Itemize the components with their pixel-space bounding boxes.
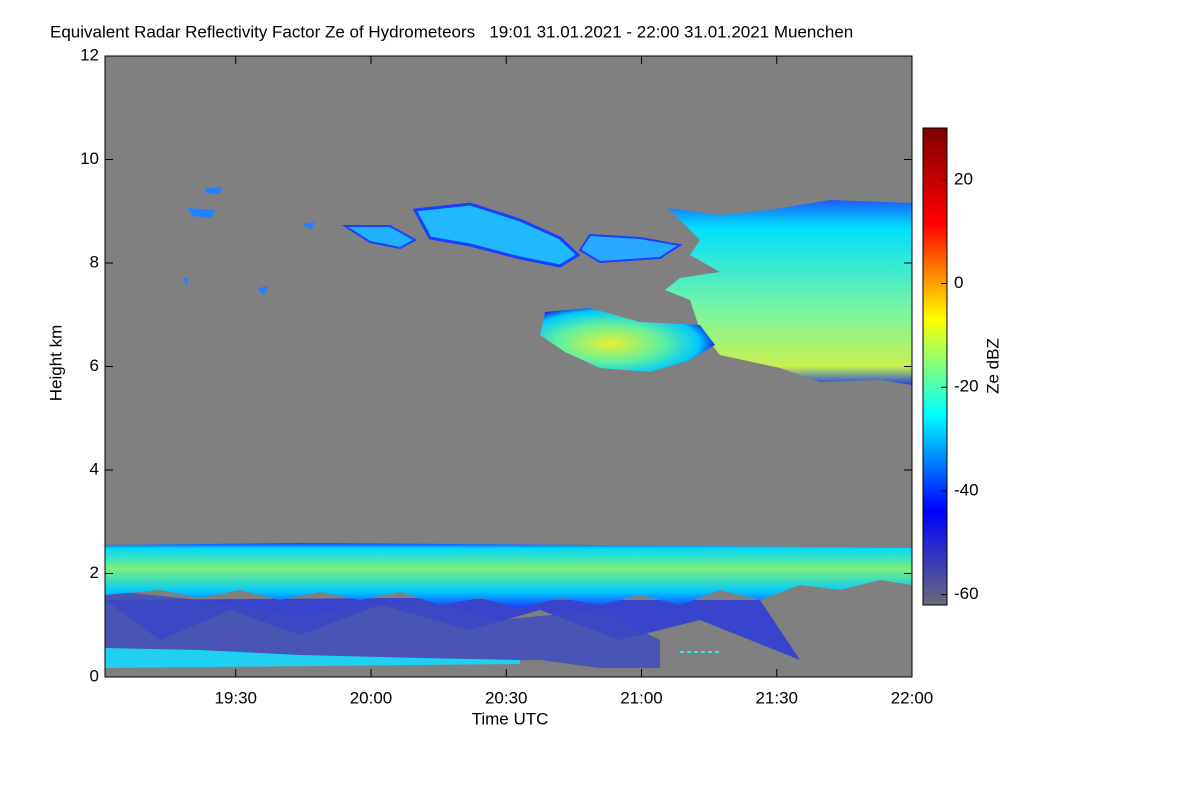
x-axis-label: Time UTC: [472, 709, 549, 728]
echo-region: [540, 308, 715, 372]
colorbar-tick-label: -20: [954, 377, 979, 396]
y-tick-label: 4: [90, 459, 99, 478]
y-axis-label: Height km: [46, 325, 65, 402]
y-tick-label: 0: [90, 666, 99, 685]
colorbar-label: Ze dBZ: [983, 338, 1002, 394]
colorbar-tick-label: -40: [954, 480, 979, 499]
colorbar: [922, 127, 948, 606]
x-tick-label: 22:00: [891, 688, 934, 707]
colorbar-tick-label: 0: [954, 273, 963, 292]
echo-region: [341, 225, 418, 250]
echo-regions: [105, 187, 912, 668]
x-tick-label: 21:30: [755, 688, 798, 707]
echo-region: [105, 648, 520, 668]
echo-region: [665, 200, 912, 385]
echo-region: [412, 202, 581, 268]
echo-region: [105, 590, 660, 668]
y-tick-label: 8: [90, 252, 99, 271]
chart-title: Equivalent Radar Reflectivity Factor Ze …: [50, 22, 853, 41]
echo-region: [578, 233, 683, 264]
y-tick-label: 6: [90, 356, 99, 375]
echo-region: [105, 543, 912, 608]
y-tick-label: 10: [80, 149, 99, 168]
y-tick-label: 12: [80, 45, 99, 64]
x-tick-label: 19:30: [214, 688, 257, 707]
colorbar-tick-label: 20: [954, 169, 973, 188]
y-tick-label: 2: [90, 563, 99, 582]
x-tick-label: 20:00: [350, 688, 393, 707]
x-tick-label: 21:00: [620, 688, 663, 707]
colorbar-tick-label: -60: [954, 584, 979, 603]
x-tick-label: 20:30: [485, 688, 528, 707]
